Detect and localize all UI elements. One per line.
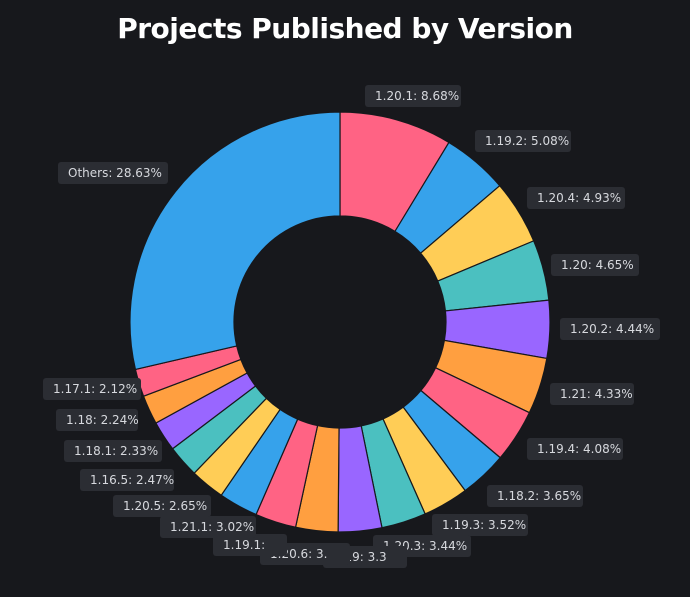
slice-labels: 1.20.1: 8.68% 1.19.2: 5.08% 1.20.4: 4.93% 1…	[43, 85, 660, 568]
label-1-20-4: 1.20.4: 4.93%	[527, 187, 625, 209]
label-1-20-5: 1.20.5: 2.65%	[113, 495, 211, 517]
label-box	[160, 516, 256, 538]
label-text: 1.19.1:	[223, 538, 265, 552]
label-box	[560, 318, 660, 340]
label-text: 1.17.1: 2.12%	[53, 382, 137, 396]
label-box	[432, 514, 528, 536]
label-others: Others: 28.63%	[58, 162, 168, 184]
label-box	[550, 383, 634, 405]
label-1-17-1: 1.17.1: 2.12%	[43, 378, 141, 400]
label-text: 1.20: 4.65%	[561, 258, 634, 272]
label-text: 1.21.1: 3.02%	[170, 520, 254, 534]
label-text: Others: 28.63%	[68, 166, 162, 180]
label-box	[527, 438, 623, 460]
label-1-21: 1.21: 4.33%	[550, 383, 634, 405]
label-1-20-2: 1.20.2: 4.44%	[560, 318, 660, 340]
label-text: 1.20.4: 4.93%	[537, 191, 621, 205]
label-1-20: 1.20: 4.65%	[551, 254, 639, 276]
label-text: 1.18: 2.24%	[66, 413, 139, 427]
label-text: 1.18.1: 2.33%	[74, 444, 158, 458]
label-box	[64, 440, 162, 462]
label-1-19-1: 1.19.1:	[213, 534, 287, 556]
label-box	[475, 130, 571, 152]
label-box	[487, 485, 583, 507]
label-text: 1.21: 4.33%	[560, 387, 633, 401]
label-box	[56, 409, 138, 431]
label-1-16-5: 1.16.5: 2.47%	[80, 469, 174, 491]
label-1-19-2: 1.19.2: 5.08%	[475, 130, 571, 152]
label-1-19-3: 1.19.3: 3.52%	[432, 514, 528, 536]
label-box	[58, 162, 168, 184]
label-text: 1.16.5: 2.47%	[90, 473, 174, 487]
label-text: 1.19.4: 4.08%	[537, 442, 621, 456]
label-box	[551, 254, 639, 276]
label-box	[365, 85, 461, 107]
label-text: 1.20.1: 8.68%	[375, 89, 459, 103]
label-text: 1.18.2: 3.65%	[497, 489, 581, 503]
chart-title: Projects Published by Version	[117, 12, 573, 45]
slice-others[interactable]	[129, 111, 341, 371]
label-box	[113, 495, 211, 517]
label-box	[213, 534, 287, 556]
label-box	[80, 469, 174, 491]
label-box	[43, 378, 141, 400]
label-1-18-2: 1.18.2: 3.65%	[487, 485, 583, 507]
label-1-20-1: 1.20.1: 8.68%	[365, 85, 461, 107]
label-1-18-1: 1.18.1: 2.33%	[64, 440, 162, 462]
donut-slices	[129, 111, 551, 533]
label-1-21-1: 1.21.1: 3.02%	[160, 516, 256, 538]
label-text: 1.19.3: 3.52%	[442, 518, 526, 532]
label-text: 1.20.5: 2.65%	[123, 499, 207, 513]
label-text: 1.19.2: 5.08%	[485, 134, 569, 148]
label-box	[527, 187, 625, 209]
label-text: 1.20.2: 4.44%	[570, 322, 654, 336]
label-1-18: 1.18: 2.24%	[56, 409, 139, 431]
label-1-19-4: 1.19.4: 4.08%	[527, 438, 623, 460]
